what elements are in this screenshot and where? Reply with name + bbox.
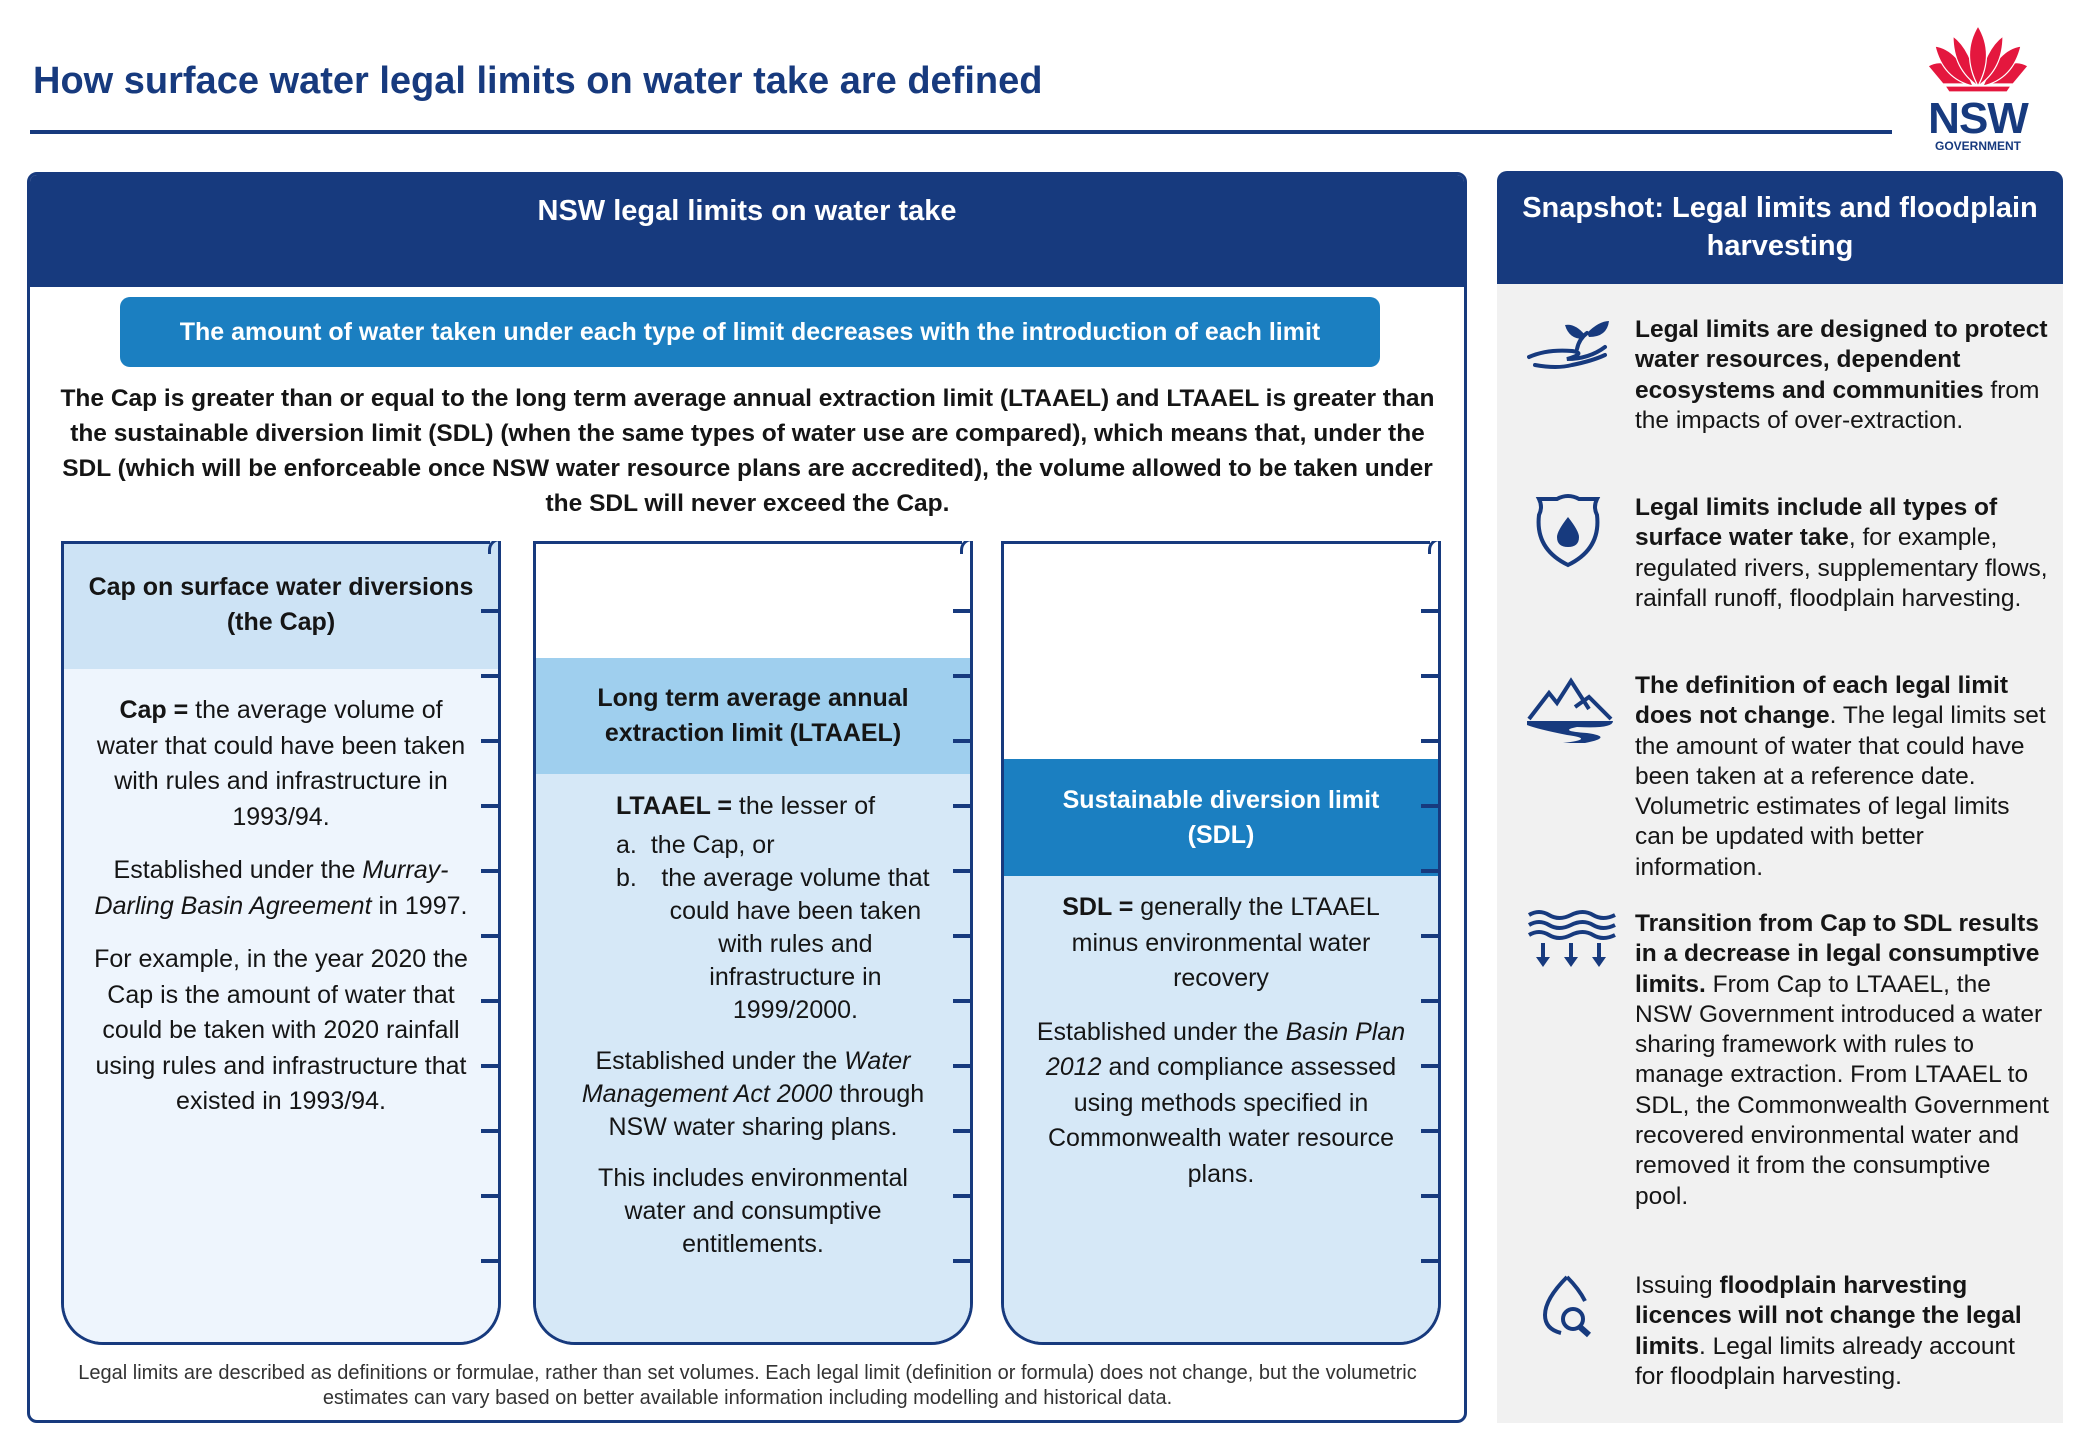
tick-mark [1421,804,1438,808]
ltaael-title: Long term average annual extraction limi… [536,658,970,774]
intro-paragraph: The Cap is greater than or equal to the … [60,385,1435,517]
snapshot-item: Transition from Cap to SDL results in a … [1497,909,2063,1271]
tick-mark [953,1259,970,1263]
condition-b: b. the average volume that could have bee… [616,864,930,1024]
tick-mark [481,674,498,678]
tick-mark [481,999,498,1003]
tick-mark [953,999,970,1003]
cap-definition: Cap = the average volume of water that c… [96,696,466,831]
tick-mark [481,1259,498,1263]
mountains-river-icon [1527,677,1613,743]
cap-title: Cap on surface water diversions (the Cap… [64,541,498,669]
tick-mark [1421,674,1438,678]
measuring-ticks [481,541,498,1342]
tick-mark [953,1194,970,1198]
snapshot-item: Legal limits are designed to protect wat… [1497,315,2063,493]
logo-text: NSW [1928,94,2029,143]
tick-mark [1421,609,1438,613]
cap-established: Established under the Murray-Darling Bas… [94,856,468,920]
snapshot-text: Legal limits include all types of surfac… [1635,494,2048,612]
sdl-title: Sustainable diversion limit (SDL) [1004,759,1438,876]
title-divider [30,130,1892,134]
tick-mark [481,934,498,938]
tick-mark [1421,869,1438,873]
snapshot-heading: Snapshot: Legal limits and floodplain ha… [1497,171,2063,284]
tick-mark [481,1129,498,1133]
tick-mark [953,804,970,808]
snapshot-panel: Snapshot: Legal limits and floodplain ha… [1497,171,2063,1423]
tick-mark [481,739,498,743]
tick-mark [953,739,970,743]
tick-mark [953,1064,970,1068]
tick-mark [1421,1129,1438,1133]
ltaael-conditions: a. the Cap, or b. the average volume that … [566,829,940,1027]
nsw-government-logo: NSW GOVERNMENT [1918,24,2038,153]
waratah-icon [1927,24,2029,93]
ltaael-column: Long term average annual extraction limi… [533,541,973,1345]
snapshot-text: Issuing floodplain harvesting licences w… [1635,1272,2022,1390]
legal-limits-panel: NSW legal limits on water take The amoun… [27,172,1467,1423]
tick-mark [1421,1194,1438,1198]
tick-mark [1421,999,1438,1003]
ltaael-note: This includes environmental water and co… [598,1164,908,1258]
snapshot-text: The definition of each legal limit does … [1635,672,2046,881]
cap-column: Cap on surface water diversions (the Cap… [61,541,501,1345]
tick-mark [953,1129,970,1133]
hand-plant-icon [1527,321,1609,369]
decrease-banner: The amount of water taken under each typ… [120,297,1380,367]
ltaael-established: Established under the Water Management A… [581,1047,925,1141]
tick-mark [481,804,498,808]
snapshot-text: Legal limits are designed to protect wat… [1635,316,2048,434]
snapshot-item: Issuing floodplain harvesting licences w… [1497,1271,2063,1412]
tick-mark [953,869,970,873]
tick-mark [481,869,498,873]
sdl-established: Established under the Basin Plan 2012 an… [1036,1017,1406,1188]
measuring-ticks [953,541,970,1342]
footnote: Legal limits are described as definition… [78,1362,1417,1409]
condition-a: a. the Cap, or [616,831,775,859]
measuring-ticks [1421,541,1438,1342]
tick-mark [953,674,970,678]
tick-mark [1421,739,1438,743]
tick-mark [953,934,970,938]
tick-mark [481,609,498,613]
panel-heading: NSW legal limits on water take [30,175,1464,287]
sdl-column: Sustainable diversion limit (SDL) SDL = … [1001,541,1441,1345]
ltaael-definition: LTAAEL = the lesser of [616,792,876,820]
tick-mark [481,1064,498,1068]
water-drop-magnifier-icon [1542,1275,1591,1338]
page-title: How surface water legal limits on water … [33,60,1043,102]
shield-water-drop-icon [1535,494,1601,568]
water-waves-down-arrows-icon [1527,910,1616,967]
snapshot-item: The definition of each legal limit does … [1497,671,2063,909]
snapshot-item: Legal limits include all types of surfac… [1497,493,2063,671]
sdl-definition: SDL = generally the LTAAEL minus environ… [1062,893,1380,992]
snapshot-text: Transition from Cap to SDL results in a … [1635,910,2049,1210]
tick-mark [953,609,970,613]
tick-mark [1421,1259,1438,1263]
tick-mark [1421,934,1438,938]
tick-mark [481,1194,498,1198]
tick-mark [1421,1064,1438,1068]
logo-subtext: GOVERNMENT [1934,139,2021,153]
cap-example: For example, in the year 2020 the Cap is… [94,945,468,1115]
